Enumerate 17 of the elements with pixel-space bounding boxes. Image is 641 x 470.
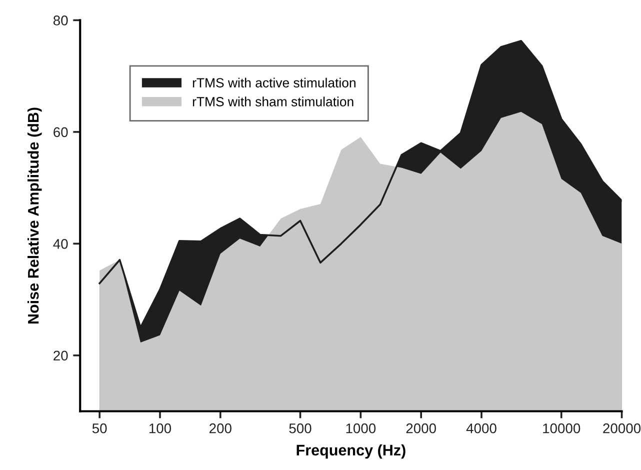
x-tick-label: 4000 bbox=[466, 423, 496, 434]
y-tick-label: 20 bbox=[54, 350, 68, 361]
x-tick-label: 2000 bbox=[406, 423, 436, 434]
x-tick-label: 1000 bbox=[346, 423, 376, 434]
y-tick-label: 40 bbox=[53, 238, 68, 249]
x-axis-title: Frequency (Hz) bbox=[296, 444, 406, 459]
x-tick-label: 20000 bbox=[603, 423, 641, 434]
x-tick-label: 100 bbox=[149, 423, 172, 434]
x-tick-label: 500 bbox=[289, 423, 312, 434]
legend-label: rTMS with active stimulation bbox=[192, 78, 356, 88]
legend-label: rTMS with sham stimulation bbox=[192, 96, 354, 106]
x-tick-label: 10000 bbox=[543, 423, 580, 434]
x-tick-label: 200 bbox=[210, 423, 232, 434]
y-tick-label: 80 bbox=[53, 16, 68, 26]
y-tick-label: 60 bbox=[54, 127, 68, 138]
x-tick-label: 50 bbox=[92, 423, 107, 434]
y-axis-title: Noise Relative Amplitude (dB) bbox=[28, 108, 42, 324]
